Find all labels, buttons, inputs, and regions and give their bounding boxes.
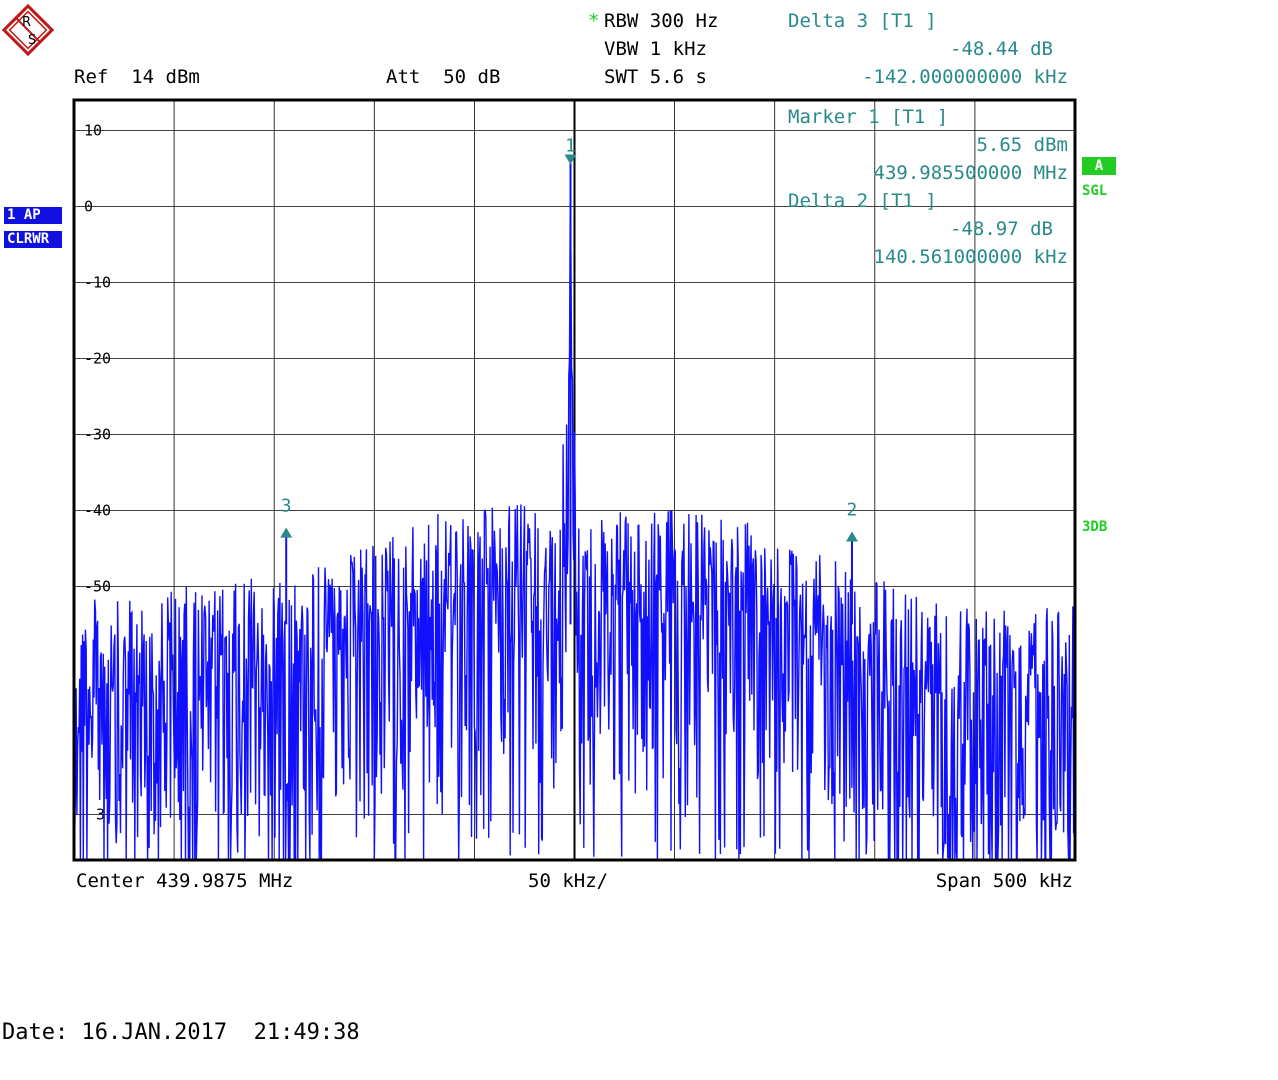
spectrum-trace — [73, 216, 1076, 861]
trace-a-badge: A — [1082, 157, 1116, 175]
y-tick-label: -50 — [84, 577, 111, 595]
delta2-level: -48.97 dB — [950, 218, 1053, 240]
y-tick-label: -30 — [84, 425, 111, 443]
clrwr-badge: CLRWR — [4, 231, 62, 248]
y-axis-ticks: 10 0 -10 -20 -30 -40 -50 3 — [84, 121, 111, 823]
capture-date: Date: 16.JAN.2017 21:49:38 — [2, 1020, 360, 1045]
marker-3-triangle — [280, 527, 293, 538]
marker-2-triangle — [845, 531, 858, 542]
center-frequency: Center 439.9875 MHz — [76, 870, 294, 892]
marker1-freq: 439.985500000 MHz — [873, 162, 1068, 184]
markers: 1 2 3 — [280, 135, 858, 625]
ref-level: Ref 14 dBm — [74, 66, 200, 88]
plot-frame — [72, 98, 1077, 862]
marker-1-triangle — [564, 154, 577, 165]
rbw-setting: RBW 300 Hz — [604, 10, 719, 32]
swt-setting: SWT 5.6 s — [604, 66, 707, 88]
span: Span 500 kHz — [935, 870, 1073, 892]
marker1-title: Marker 1 [T1 ] — [788, 106, 949, 128]
y-tick-label: 10 — [84, 121, 102, 139]
y-tick-label: -10 — [84, 273, 111, 291]
logo-letter-s: S — [28, 33, 36, 48]
delta2-title: Delta 2 [T1 ] — [788, 190, 937, 212]
trace-mode-badge: 1 AP — [4, 207, 62, 224]
y-tick-label: 3 — [96, 805, 105, 823]
attenuation: Att 50 dB — [386, 66, 501, 88]
marker1-level: 5.65 dBm — [976, 134, 1068, 156]
y-tick-label: -40 — [84, 501, 111, 519]
logo-letter-r: R — [22, 15, 31, 30]
delta3-level: -48.44 dB — [950, 38, 1053, 60]
y-tick-label: -20 — [84, 349, 111, 367]
sgl-label: SGL — [1082, 183, 1108, 199]
vbw-setting: VBW 1 kHz — [604, 38, 707, 60]
delta2-freq: 140.561000000 kHz — [873, 246, 1068, 268]
delta3-freq: -142.000000000 kHz — [862, 66, 1068, 88]
rbw-star: * — [588, 10, 600, 32]
rohde-schwarz-logo: R S — [1, 3, 55, 57]
marker-1-label: 1 — [565, 135, 576, 156]
y-tick-label: 0 — [84, 197, 93, 215]
delta3-title: Delta 3 [T1 ] — [788, 10, 937, 32]
marker-2-label: 2 — [847, 499, 858, 520]
frequency-per-division: 50 kHz/ — [528, 870, 609, 892]
3db-label: 3DB — [1082, 519, 1108, 535]
marker-3-label: 3 — [281, 496, 292, 517]
